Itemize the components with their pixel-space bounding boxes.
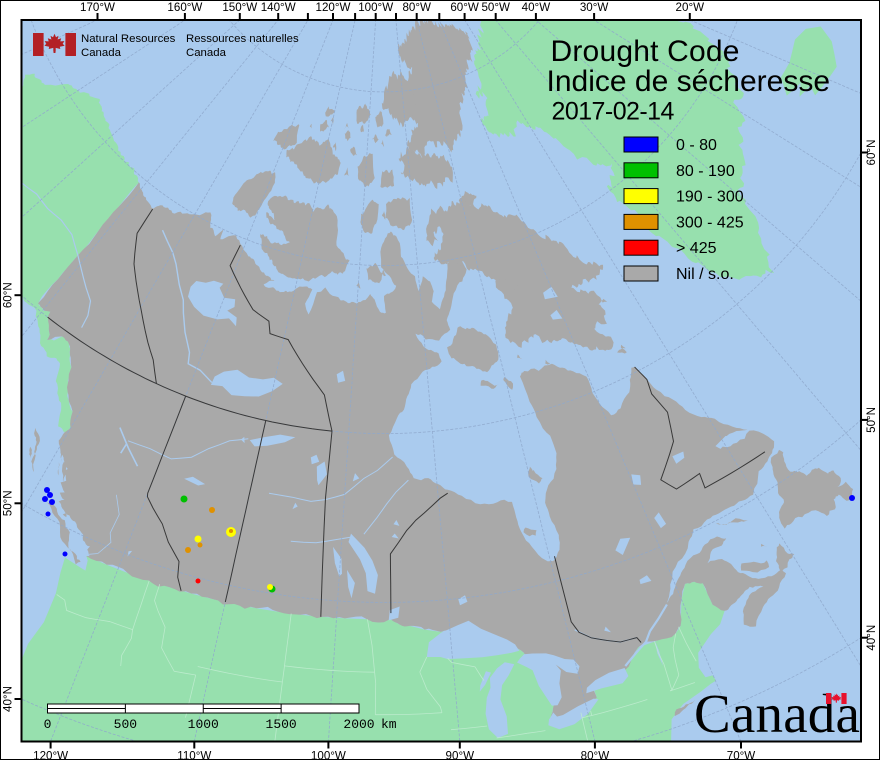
svg-text:160°W: 160°W <box>167 1 202 14</box>
svg-text:120°W: 120°W <box>316 1 351 14</box>
svg-text:50°N: 50°N <box>865 407 878 433</box>
svg-text:Nil / s.o.: Nil / s.o. <box>676 266 734 283</box>
svg-text:170°W: 170°W <box>80 1 115 14</box>
svg-text:> 425: > 425 <box>676 240 717 257</box>
svg-text:190 - 300: 190 - 300 <box>676 189 744 206</box>
svg-text:140°W: 140°W <box>261 1 296 14</box>
svg-text:Ressources naturelles: Ressources naturelles <box>186 33 299 45</box>
svg-text:40°N: 40°N <box>2 686 15 712</box>
svg-text:120°W: 120°W <box>33 750 68 761</box>
svg-text:40°W: 40°W <box>522 1 551 14</box>
svg-text:Canada: Canada <box>694 683 860 744</box>
svg-text:500: 500 <box>114 717 137 732</box>
svg-text:Canada: Canada <box>186 47 227 59</box>
svg-text:40°N: 40°N <box>865 625 878 651</box>
svg-text:2000: 2000 <box>343 717 374 732</box>
svg-text:1000: 1000 <box>188 717 219 732</box>
svg-text:300 - 425: 300 - 425 <box>676 214 744 231</box>
svg-text:0 - 80: 0 - 80 <box>676 137 717 154</box>
svg-text:70°W: 70°W <box>727 750 756 761</box>
svg-text:Canada: Canada <box>81 47 122 59</box>
svg-text:80°W: 80°W <box>581 750 610 761</box>
svg-text:50°N: 50°N <box>2 490 15 516</box>
svg-text:80°W: 80°W <box>402 1 431 14</box>
svg-text:Drought Code: Drought Code <box>551 35 740 68</box>
svg-text:60°W: 60°W <box>450 1 479 14</box>
svg-text:150°W: 150°W <box>222 1 257 14</box>
svg-text:80 - 190: 80 - 190 <box>676 163 735 180</box>
svg-text:60°N: 60°N <box>865 140 878 166</box>
svg-text:km: km <box>381 717 397 732</box>
svg-text:1500: 1500 <box>266 717 297 732</box>
svg-text:30°W: 30°W <box>580 1 609 14</box>
svg-text:Natural Resources: Natural Resources <box>81 33 176 45</box>
svg-text:50°W: 50°W <box>481 1 510 14</box>
svg-text:Indice de sécheresse: Indice de sécheresse <box>547 65 831 98</box>
svg-text:90°W: 90°W <box>446 750 475 761</box>
svg-text:0: 0 <box>44 717 52 732</box>
svg-text:2017-02-14: 2017-02-14 <box>552 98 675 126</box>
svg-text:60°N: 60°N <box>2 282 15 308</box>
svg-text:20°W: 20°W <box>676 1 705 14</box>
svg-text:110°W: 110°W <box>177 750 211 761</box>
svg-text:100°W: 100°W <box>311 750 346 761</box>
svg-text:100°W: 100°W <box>358 1 393 14</box>
